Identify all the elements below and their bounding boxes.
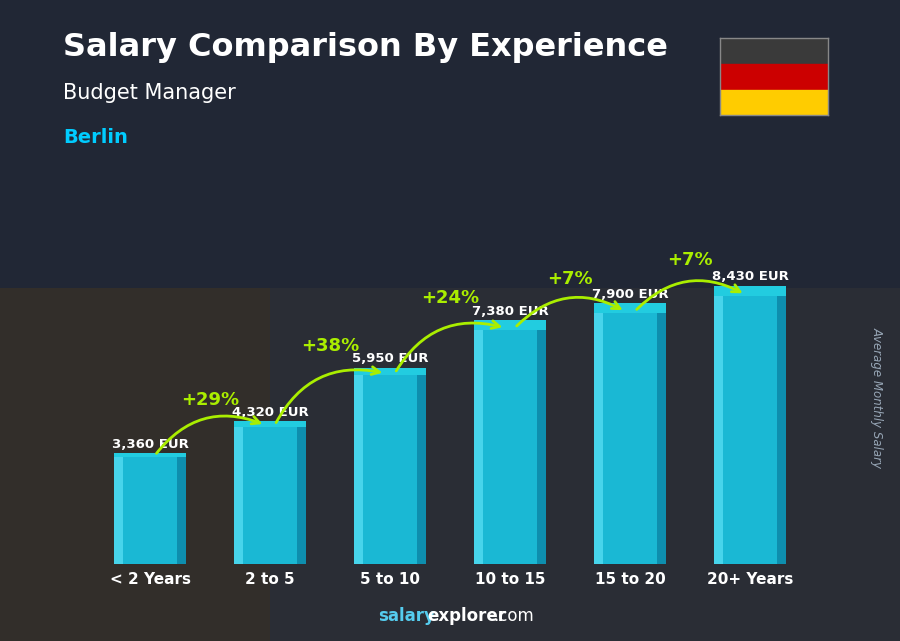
Bar: [714, 297, 723, 564]
Bar: [594, 313, 666, 564]
Polygon shape: [234, 421, 306, 427]
Bar: [594, 313, 603, 564]
Bar: [354, 375, 363, 564]
Polygon shape: [474, 320, 546, 330]
Polygon shape: [114, 453, 186, 458]
Bar: [537, 330, 546, 564]
Text: Average Monthly Salary: Average Monthly Salary: [871, 327, 884, 468]
Bar: [0, 0, 900, 288]
Text: +24%: +24%: [421, 289, 479, 307]
Text: 7,900 EUR: 7,900 EUR: [591, 288, 669, 301]
Polygon shape: [354, 368, 426, 375]
Text: Berlin: Berlin: [63, 128, 128, 147]
Bar: [0, 288, 270, 641]
Bar: [114, 458, 186, 564]
Bar: [474, 330, 546, 564]
Text: 3,360 EUR: 3,360 EUR: [112, 438, 188, 451]
Text: 8,430 EUR: 8,430 EUR: [712, 271, 788, 283]
Bar: [297, 427, 306, 564]
Text: 4,320 EUR: 4,320 EUR: [231, 406, 309, 419]
Text: 5,950 EUR: 5,950 EUR: [352, 352, 428, 365]
Polygon shape: [594, 303, 666, 313]
Bar: [177, 458, 186, 564]
Bar: [714, 297, 786, 564]
Bar: [234, 427, 243, 564]
Text: Budget Manager: Budget Manager: [63, 83, 236, 103]
Bar: [778, 297, 786, 564]
Text: +29%: +29%: [181, 391, 239, 409]
Bar: [418, 375, 426, 564]
Text: explorer: explorer: [428, 607, 507, 625]
Text: Salary Comparison By Experience: Salary Comparison By Experience: [63, 32, 668, 63]
Text: +38%: +38%: [301, 337, 359, 355]
Text: 7,380 EUR: 7,380 EUR: [472, 305, 548, 318]
Bar: [720, 38, 828, 64]
Bar: [657, 313, 666, 564]
Bar: [354, 375, 426, 564]
Bar: [114, 458, 122, 564]
Text: .com: .com: [493, 607, 534, 625]
Polygon shape: [714, 286, 786, 297]
Bar: [234, 427, 306, 564]
Text: salary: salary: [378, 607, 435, 625]
Bar: [474, 330, 482, 564]
Bar: [720, 64, 828, 90]
Text: +7%: +7%: [547, 270, 593, 288]
Text: +7%: +7%: [667, 251, 713, 269]
Bar: [720, 90, 828, 115]
